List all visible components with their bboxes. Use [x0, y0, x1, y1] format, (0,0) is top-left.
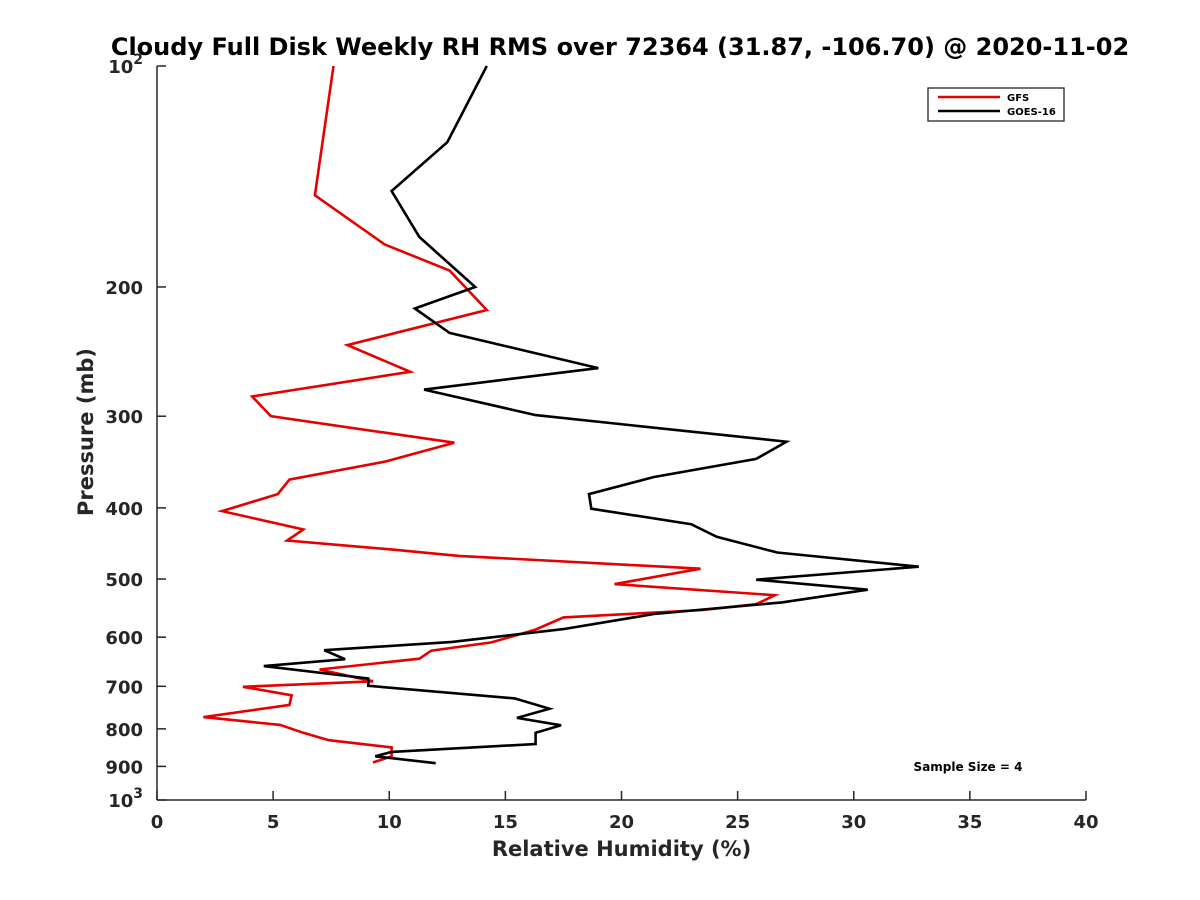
y-tick-label: 600 [105, 628, 143, 649]
x-tick-label: 5 [267, 812, 280, 833]
legend-entry-label: GOES-16 [1007, 107, 1056, 118]
y-tick-label: 400 [105, 499, 143, 520]
y-tick-label: 103 [108, 786, 143, 812]
y-tick-label: 102 [108, 52, 143, 78]
y-axis-label: Pressure (mb) [74, 348, 98, 516]
y-tick-label: 500 [105, 570, 143, 591]
x-tick-label: 30 [841, 812, 866, 833]
x-axis-label: Relative Humidity (%) [492, 837, 751, 861]
y-tick-label: 800 [105, 720, 143, 741]
y-tick-label: 700 [105, 677, 143, 698]
x-tick-label: 40 [1073, 812, 1098, 833]
y-tick-label: 300 [105, 407, 143, 428]
chart-title: Cloudy Full Disk Weekly RH RMS over 7236… [111, 33, 1129, 61]
x-axis-ticks: 0 5 10 15 20 25 30 35 40 [151, 791, 1099, 833]
x-tick-label: 10 [377, 812, 402, 833]
series-line-gfs [203, 65, 780, 764]
y-tick-label: 200 [105, 278, 143, 299]
series-line-goes-16 [263, 65, 919, 765]
sample-size-annotation: Sample Size = 4 [914, 760, 1023, 774]
legend-entry-label: GFS [1007, 93, 1029, 104]
x-tick-label: 35 [957, 812, 982, 833]
x-tick-label: 20 [609, 812, 634, 833]
x-tick-label: 15 [493, 812, 518, 833]
y-tick-label: 900 [105, 757, 143, 778]
legend-box [927, 87, 1065, 122]
plot-area [156, 65, 1086, 801]
y-axis-ticks: 102 200 300 400 500 600 700 800 900 103 [105, 52, 166, 812]
x-tick-label: 25 [725, 812, 750, 833]
legend: GFS GOES-16 [927, 87, 1065, 122]
x-tick-label: 0 [151, 812, 164, 833]
